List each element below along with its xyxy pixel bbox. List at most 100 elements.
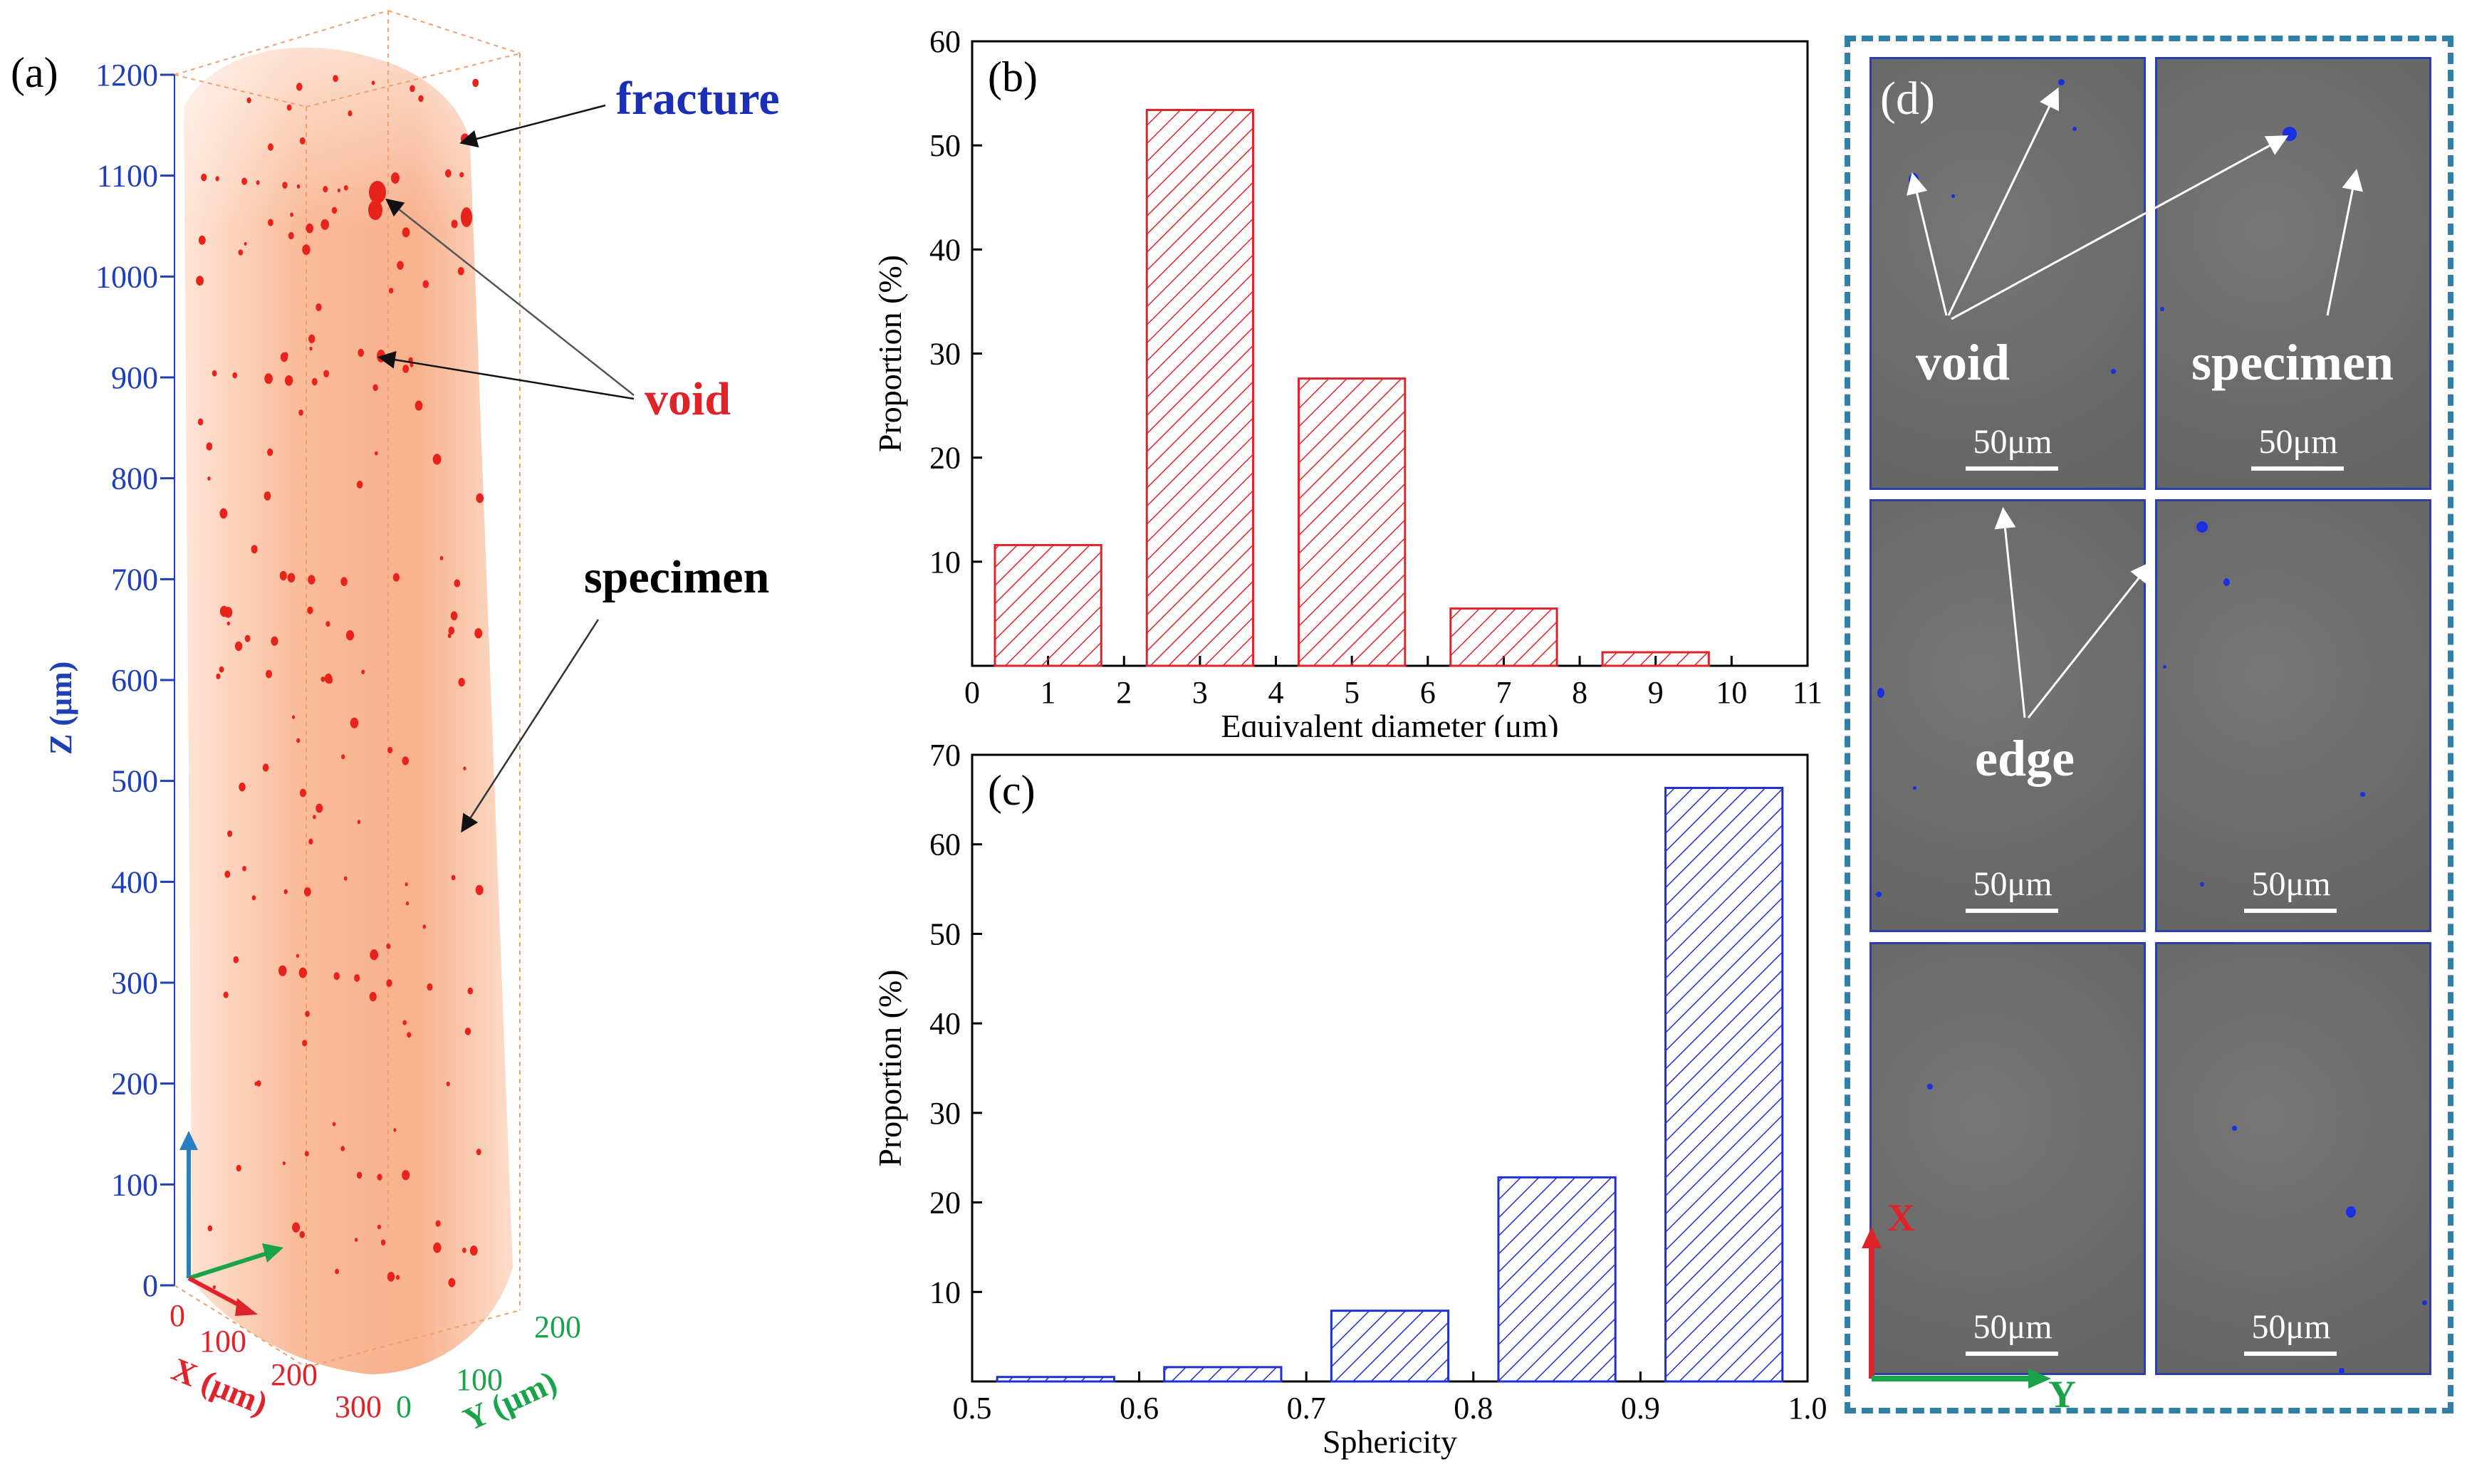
y-tick: 30 (929, 1096, 961, 1131)
void-dot (303, 887, 311, 897)
z-tick: 900 (111, 360, 158, 395)
void-dot (333, 75, 338, 83)
void-dot (475, 884, 484, 895)
y-tick: 60 (929, 827, 961, 862)
micrograph-tile-2: specimen 50μm (2155, 57, 2431, 490)
micrograph-tile-3: edge 50μm (1869, 499, 2146, 932)
bar (1449, 607, 1558, 667)
void-dot (226, 621, 230, 626)
void-dot (463, 766, 466, 770)
micrograph-tile-4: 50μm (2155, 499, 2431, 932)
void-dot (2200, 882, 2204, 887)
void-dots (196, 75, 484, 1290)
void-dot (246, 97, 251, 103)
void-dot (435, 1220, 441, 1227)
void-dot (219, 508, 228, 519)
bar (1145, 108, 1255, 667)
void-dot (474, 628, 483, 639)
scale-bar-label: 50μm (2251, 1308, 2331, 1346)
x-tick: 200 (271, 1357, 318, 1392)
scale-bar (1966, 466, 2058, 471)
x-axis-label: X (μm) (167, 1351, 273, 1422)
void-dot (451, 874, 456, 881)
void-dot (196, 276, 204, 286)
fracture-label: fracture (616, 73, 780, 125)
panel-b-chart: 0 1 2 3 4 5 6 7 8 9 10 11 10 20 30 40 50 60 Equivalent dia… (872, 24, 1822, 737)
void-dot (279, 570, 287, 581)
void-dot (2339, 1368, 2345, 1373)
scale-bar-label: 50μm (1973, 423, 2053, 461)
void-dot (410, 362, 414, 367)
void-dot (377, 1174, 382, 1181)
y-tick: 10 (929, 545, 961, 580)
void-dot (299, 137, 306, 145)
axis-triad (179, 1131, 283, 1316)
void-dot (296, 184, 301, 189)
scale-bar-label: 50μm (2258, 423, 2338, 461)
void-dot (422, 924, 427, 929)
specimen-label-d: specimen (2191, 334, 2394, 391)
void-dot (2422, 1300, 2427, 1305)
y-axis-label: Proportion (%) (872, 255, 908, 452)
x-tick: 2 (1116, 675, 1132, 710)
panel-d-label: (d) (1880, 73, 1935, 125)
scale-bar-label: 50μm (1973, 865, 2053, 903)
void-dot (251, 895, 256, 901)
void-dot (355, 1238, 358, 1242)
void-dot (308, 838, 313, 845)
void-dot (241, 177, 247, 185)
void-dot (1951, 194, 1955, 198)
void-dot (296, 738, 301, 743)
void-dot (2111, 369, 2116, 374)
void-dot (219, 666, 224, 673)
void-dot (278, 965, 287, 976)
micrograph-tile-1: (d) void 50μm (1869, 57, 2146, 490)
void-dot (402, 756, 409, 765)
scale-bar (1966, 909, 2058, 913)
void-dot (305, 1010, 310, 1018)
void-dot (361, 669, 365, 674)
y-tick: 40 (929, 1006, 961, 1041)
void-dot (448, 1277, 456, 1287)
void-dot (472, 78, 479, 88)
z-axis-label: Z (μm) (43, 662, 78, 755)
void-dot (266, 669, 272, 679)
y-tick: 40 (929, 232, 961, 267)
void-dot (391, 172, 400, 184)
z-tick: 300 (111, 966, 158, 1000)
panel-label: (b) (988, 53, 1038, 100)
x-tick: 100 (199, 1324, 246, 1359)
void-dot (236, 1164, 241, 1172)
scale-bar (2244, 1352, 2337, 1356)
micrograph-tile-5: 50μm (1869, 942, 2146, 1375)
void-dot (302, 244, 311, 255)
void-dot (224, 870, 231, 878)
bar (1601, 651, 1710, 667)
micrograph-tile-6: 50μm (2155, 942, 2431, 1375)
x-tick: 0.6 (1120, 1391, 1159, 1426)
void-dot (244, 241, 247, 246)
void-dot (298, 409, 303, 416)
void-dot (369, 181, 386, 204)
void-dot (358, 348, 365, 357)
z-tick: 1100 (97, 159, 158, 194)
void-dot (340, 577, 348, 586)
void-dot (238, 249, 244, 256)
void-dot (405, 882, 408, 887)
void-dot (299, 788, 306, 798)
void-dot (315, 303, 322, 311)
void-dot (325, 621, 330, 627)
void-dot (206, 442, 213, 451)
x-tick: 6 (1420, 675, 1436, 710)
scale-bar (2244, 909, 2337, 913)
void-dot (462, 1248, 466, 1253)
void-dot (201, 173, 207, 182)
void-dot (212, 370, 217, 377)
y-tick: 60 (929, 24, 961, 59)
void-dot (345, 630, 355, 641)
void-dot (308, 575, 315, 585)
void-dot (333, 972, 340, 981)
void-dot (331, 207, 338, 214)
bar (993, 543, 1102, 667)
